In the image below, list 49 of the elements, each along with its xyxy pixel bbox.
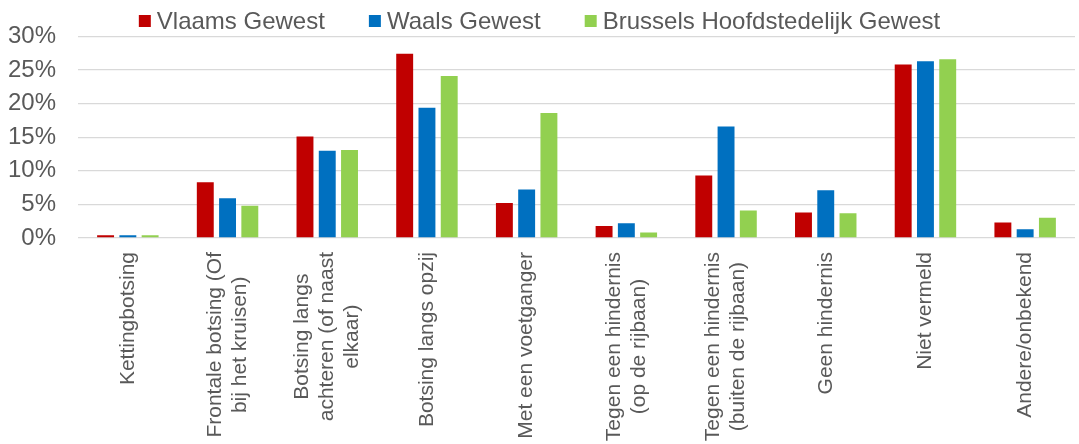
bar — [219, 198, 237, 238]
bar — [994, 222, 1012, 238]
bar — [739, 210, 757, 238]
bar — [318, 150, 336, 238]
bar — [141, 235, 159, 238]
x-tick-label: Botsing langs achteren (of naast elkaar) — [289, 251, 363, 422]
x-tick-label: Kettingbotsing — [114, 251, 138, 386]
x-tick-label: Andere/onbekend — [1011, 252, 1035, 418]
bar — [495, 203, 513, 238]
x-tick-label: Met een voetganger — [513, 251, 537, 439]
legend-label: Brussels Hoofdstedelijk Gewest — [602, 6, 941, 34]
bar — [717, 126, 735, 238]
bar — [341, 149, 358, 238]
y-tick-label: 20% — [7, 88, 56, 116]
x-tick-label: Tegen een hindernis (buiten de rijbaan) — [700, 251, 749, 442]
bar — [839, 213, 857, 238]
bar — [894, 64, 912, 238]
bar — [695, 175, 713, 238]
y-tick-label: 25% — [7, 54, 56, 82]
bar — [795, 212, 812, 238]
bar — [939, 59, 957, 238]
y-tick-label: 0% — [21, 222, 56, 250]
x-tick-label: Geen hindernis — [812, 251, 836, 395]
bar — [1038, 217, 1056, 238]
bar — [296, 136, 314, 238]
legend-label: Waals Gewest — [386, 6, 542, 34]
legend-label: Vlaams Gewest — [156, 6, 326, 34]
bar — [1016, 229, 1034, 238]
bar — [617, 223, 635, 238]
bar — [241, 205, 259, 238]
bar — [518, 189, 536, 238]
x-tick-label: Niet vermeld — [912, 252, 936, 370]
x-tick-label: Botsing langs opzij — [413, 252, 437, 428]
y-tick-label: 10% — [7, 155, 56, 183]
bar — [418, 107, 436, 238]
bar — [396, 53, 414, 238]
x-tick-label: Frontale botsing (Of bij het kruisen) — [201, 251, 250, 438]
bar — [916, 61, 934, 238]
y-tick-label: 5% — [21, 189, 56, 217]
bar — [440, 76, 458, 238]
bar — [817, 190, 835, 238]
x-tick-label: Tegen een hindernis (op de rijbaan) — [600, 251, 649, 442]
bar — [97, 235, 115, 238]
y-tick-label: 30% — [7, 21, 56, 49]
bar — [119, 235, 137, 238]
bar — [540, 113, 558, 238]
bar — [196, 182, 214, 238]
bar — [595, 225, 613, 238]
y-tick-label: 15% — [7, 121, 56, 149]
